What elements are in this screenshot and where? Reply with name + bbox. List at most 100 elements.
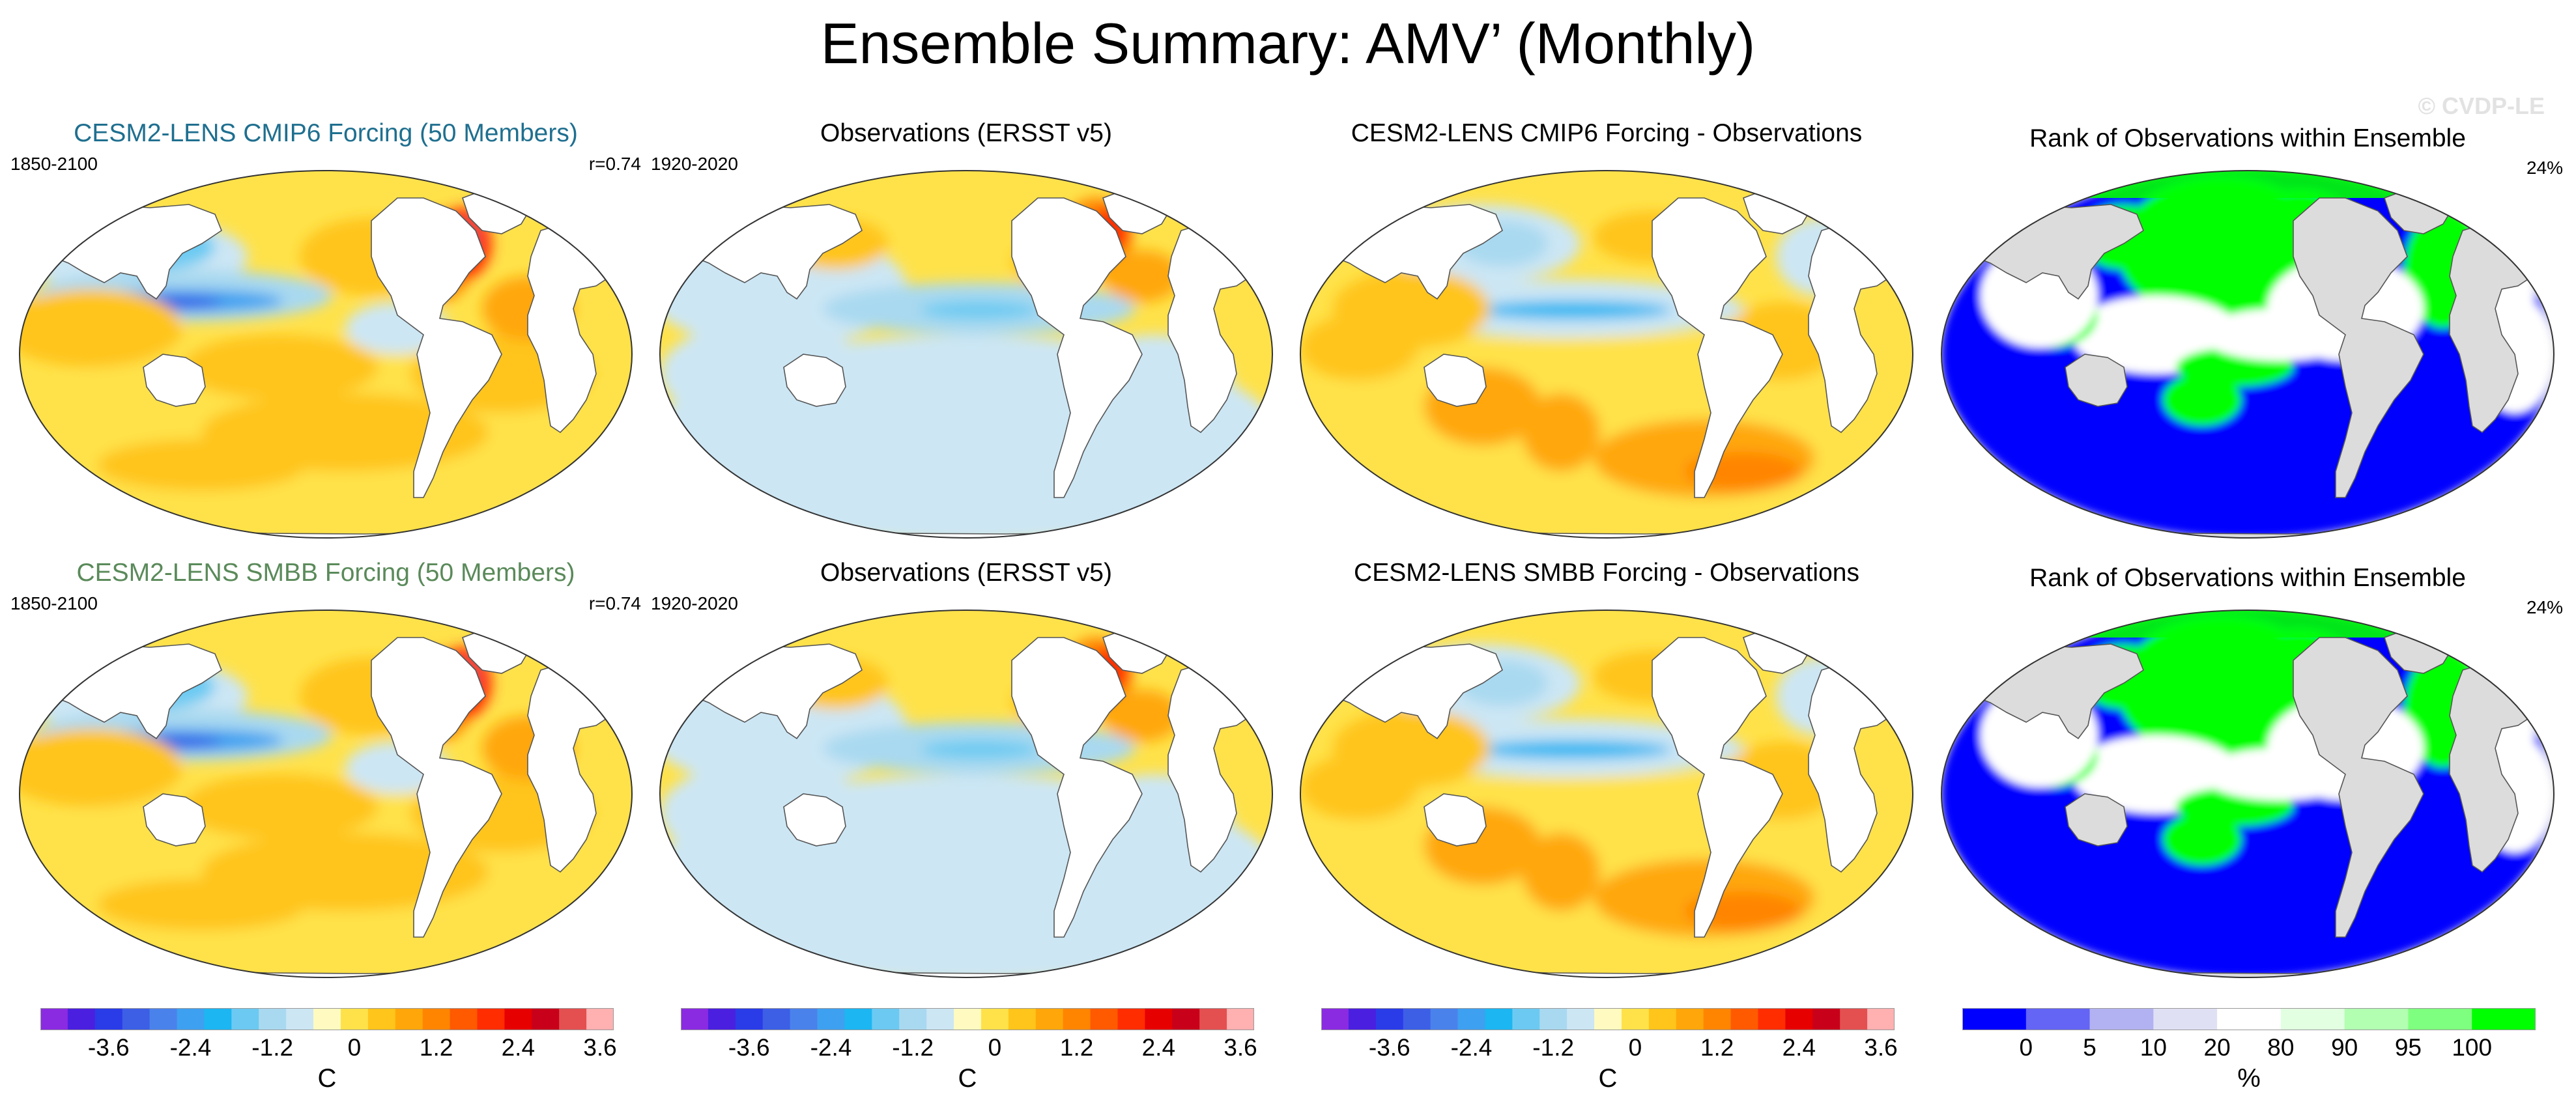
- anomaly-region: [1103, 250, 1181, 302]
- panel-title: CESM2-LENS SMBB Forcing (50 Members): [76, 559, 575, 587]
- anomaly-region: [98, 878, 306, 931]
- colorbar-swatch: [504, 1008, 532, 1030]
- panel-stat: r=0.74: [588, 593, 641, 613]
- colorbar-tick-label: 0: [2019, 1034, 2033, 1061]
- colorbar-tick-label: 0: [988, 1034, 1002, 1061]
- map-area: [1928, 598, 2567, 989]
- landmass-americas: [2293, 637, 2424, 938]
- map-panel: CESM2-LENS CMIP6 Forcing - Observations: [1287, 117, 1926, 567]
- sst-map: [1300, 170, 1913, 539]
- sst-map: [19, 610, 633, 978]
- anomaly-region: [1476, 301, 1672, 319]
- anomaly-region: [1300, 315, 1418, 380]
- colorbar-swatch: [1199, 1008, 1227, 1030]
- colorbar-swatch: [1867, 1008, 1895, 1030]
- map-panel: CESM2-LENS CMIP6 Forcing (50 Members) 185…: [7, 117, 645, 567]
- colorbar-swatch: [1321, 1008, 1349, 1030]
- sst-map: [659, 610, 1273, 978]
- colorbar-swatch: [1812, 1008, 1840, 1030]
- colorbar-swatch: [286, 1008, 314, 1030]
- colorbar-tick-label: 20: [2203, 1034, 2231, 1061]
- panel-stat: r=0.74: [588, 154, 641, 174]
- anomaly-region: [20, 729, 182, 807]
- colorbar-swatch: [980, 1008, 1009, 1030]
- anomaly-region: [98, 439, 306, 491]
- map-panel: Observations (ERSST v5) 1920-2020: [647, 117, 1285, 567]
- colorbar-swatch: [1117, 1008, 1145, 1030]
- panel-title: CESM2-LENS SMBB Forcing - Observations: [1354, 559, 1859, 587]
- panel-title: CESM2-LENS CMIP6 Forcing (50 Members): [74, 119, 578, 147]
- colorbar-swatch: [1676, 1008, 1704, 1030]
- colorbar-swatch: [1962, 1008, 2027, 1030]
- colorbar-tick-label: 1.2: [1059, 1034, 1094, 1061]
- colorbar-swatch: [422, 1008, 451, 1030]
- landmass-americas: [1652, 637, 1783, 938]
- colorbar-swatch: [1063, 1008, 1091, 1030]
- colorbar-swatch: [2408, 1008, 2472, 1030]
- map-area: [647, 598, 1285, 989]
- landmass-americas: [2293, 197, 2424, 498]
- map-border: [19, 170, 633, 539]
- landmass-australia: [2065, 793, 2128, 847]
- anomaly-region: [699, 878, 986, 931]
- colorbar-swatch: [1430, 1008, 1459, 1030]
- colorbar: -3.6 -2.4 -1.2 0 1.2 2.4 3.6 C: [1321, 1008, 1908, 1099]
- panel-period: 1850-2100: [10, 593, 98, 613]
- rank-region: [2163, 813, 2241, 865]
- colorbar-swatch: [231, 1008, 259, 1030]
- sst-map: [659, 170, 1273, 539]
- colorbar-swatch: [926, 1008, 954, 1030]
- map-border: [659, 170, 1273, 539]
- sst-map: [1300, 610, 1913, 978]
- colorbar-tick-label: 95: [2394, 1034, 2422, 1061]
- colorbar-swatch: [1539, 1008, 1567, 1030]
- colorbar-swatch: [2089, 1008, 2154, 1030]
- colorbar-swatch: [2217, 1008, 2282, 1030]
- landmass-australia: [143, 793, 206, 847]
- colorbar-tick-label: -2.4: [810, 1034, 852, 1061]
- colorbar-swatch: [1758, 1008, 1786, 1030]
- colorbar-tick-label: 10: [2140, 1034, 2167, 1061]
- colorbar-swatch: [1567, 1008, 1595, 1030]
- colorbar-swatch: [2344, 1008, 2409, 1030]
- colorbar-swatch: [67, 1008, 96, 1030]
- map-area: [7, 598, 645, 989]
- colorbar-swatch: [1172, 1008, 1200, 1030]
- landmass-australia: [143, 354, 206, 407]
- colorbar-unit: C: [958, 1064, 977, 1093]
- colorbar-swatch: [844, 1008, 872, 1030]
- colorbar-tick-label: -1.2: [1532, 1034, 1575, 1061]
- landmass-australia: [1424, 793, 1487, 847]
- panel-title: Rank of Observations within Ensemble: [2029, 124, 2466, 152]
- panel-title: CESM2-LENS CMIP6 Forcing - Observations: [1351, 119, 1863, 147]
- colorbar-unit: C: [317, 1064, 337, 1093]
- map-area: [1287, 159, 1926, 550]
- colorbar: -3.6 -2.4 -1.2 0 1.2 2.4 3.6 C: [40, 1008, 627, 1099]
- colorbar-unit: %: [2237, 1064, 2261, 1093]
- colorbar-swatch: [708, 1008, 736, 1030]
- colorbar-swatch: [532, 1008, 560, 1030]
- anomaly-region: [20, 289, 182, 367]
- colorbar-tick-label: 3.6: [1864, 1034, 1898, 1061]
- colorbar-tick-label: 3.6: [1224, 1034, 1257, 1061]
- colorbar-tick-label: 5: [2083, 1034, 2097, 1061]
- colorbar-swatch: [790, 1008, 818, 1030]
- colorbar-swatch: [2280, 1008, 2345, 1030]
- panel-title: Observations (ERSST v5): [820, 559, 1112, 587]
- panel-stat: 24%: [2526, 597, 2563, 617]
- colorbar: 0 5 10 20 80 90 95 100%: [1962, 1008, 2549, 1099]
- watermark: © CVDP-LE: [2418, 92, 2545, 119]
- panel-period: 1850-2100: [10, 154, 98, 174]
- map-panel: CESM2-LENS SMBB Forcing (50 Members) 1850…: [7, 557, 645, 1006]
- panel-period: 1920-2020: [651, 593, 738, 613]
- colorbar-swatch: [872, 1008, 900, 1030]
- colorbar-swatch: [2025, 1008, 2091, 1030]
- panel-title: Rank of Observations within Ensemble: [2029, 564, 2466, 592]
- landmass-australia: [783, 793, 846, 847]
- anomaly-region: [1300, 755, 1418, 820]
- colorbar-tick-label: 0: [347, 1034, 362, 1061]
- colorbar-swatch: [1090, 1008, 1118, 1030]
- map-area: [1928, 159, 2567, 550]
- colorbar-swatch: [2153, 1008, 2218, 1030]
- panel-stat: 24%: [2526, 158, 2563, 178]
